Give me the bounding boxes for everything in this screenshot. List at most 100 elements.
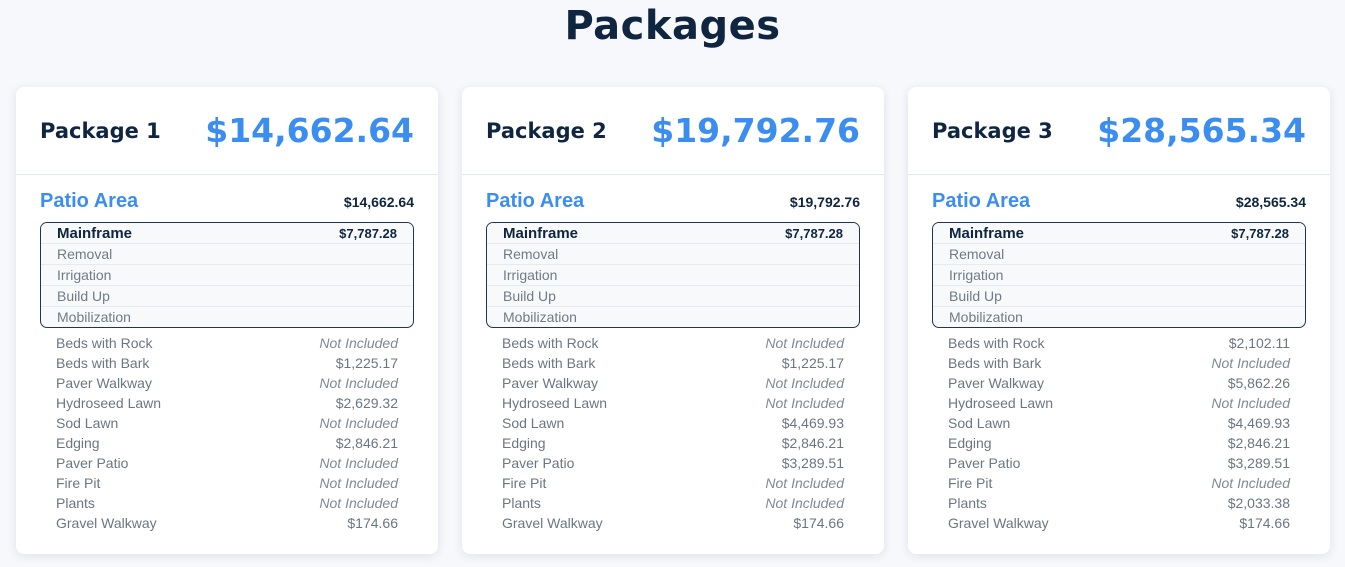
line-item-value: Not Included <box>319 475 398 491</box>
line-item-value: Not Included <box>765 375 844 391</box>
line-item-label: Edging <box>56 435 100 451</box>
package-header: Package 1 $14,662.64 <box>16 87 438 175</box>
package-body: Patio Area $14,662.64 Mainframe $7,787.2… <box>16 175 438 533</box>
line-item-value: $2,846.21 <box>781 435 844 451</box>
line-item: Hydroseed Lawn Not Included <box>948 393 1290 413</box>
line-item: Beds with Bark $1,225.17 <box>502 353 844 373</box>
line-item-label: Sod Lawn <box>948 415 1011 431</box>
mainframe-header: Mainframe $7,787.28 <box>487 223 859 243</box>
line-item: Beds with Bark Not Included <box>948 353 1290 373</box>
line-item: Plants Not Included <box>502 493 844 513</box>
line-item: Sod Lawn Not Included <box>56 413 398 433</box>
mainframe-item: Irrigation <box>41 264 413 285</box>
line-item-label: Plants <box>56 495 95 511</box>
line-item-label: Fire Pit <box>948 475 993 491</box>
line-item: Paver Patio $3,289.51 <box>502 453 844 473</box>
package-total-price: $28,565.34 <box>1097 111 1306 150</box>
line-item-value: $1,225.17 <box>781 355 844 371</box>
mainframe-price: $7,787.28 <box>1231 225 1289 241</box>
line-item-value: Not Included <box>319 415 398 431</box>
mainframe-title: Mainframe <box>57 224 133 242</box>
package-name: Package 1 <box>40 118 161 143</box>
line-item: Edging $2,846.21 <box>948 433 1290 453</box>
line-item-label: Fire Pit <box>502 475 547 491</box>
line-item-label: Paver Patio <box>948 455 1021 471</box>
line-item-label: Gravel Walkway <box>948 515 1049 531</box>
mainframe-item: Mobilization <box>933 306 1305 327</box>
area-row: Patio Area $28,565.34 <box>932 190 1306 216</box>
mainframe-title: Mainframe <box>949 224 1025 242</box>
line-item-label: Beds with Rock <box>56 335 153 351</box>
line-item: Beds with Rock $2,102.11 <box>948 333 1290 353</box>
line-item-value: $3,289.51 <box>1227 455 1290 471</box>
line-item-label: Gravel Walkway <box>502 515 603 531</box>
line-item: Paver Patio Not Included <box>56 453 398 473</box>
line-item-value: $174.66 <box>1239 515 1290 531</box>
line-item-value: $2,629.32 <box>335 395 398 411</box>
line-item-value: Not Included <box>319 335 398 351</box>
line-item: Edging $2,846.21 <box>56 433 398 453</box>
area-price: $28,565.34 <box>1235 194 1306 210</box>
line-item-label: Plants <box>948 495 987 511</box>
line-item: Paver Walkway Not Included <box>502 373 844 393</box>
line-item-label: Beds with Rock <box>948 335 1045 351</box>
line-item-value: Not Included <box>1211 355 1290 371</box>
line-item-value: $2,102.11 <box>1228 335 1290 351</box>
line-item-label: Beds with Rock <box>502 335 599 351</box>
line-item-label: Beds with Bark <box>502 355 596 371</box>
line-item-value: Not Included <box>1211 475 1290 491</box>
line-item-label: Plants <box>502 495 541 511</box>
line-item-value: $1,225.17 <box>335 355 398 371</box>
mainframe-price: $7,787.28 <box>785 225 843 241</box>
area-row: Patio Area $19,792.76 <box>486 190 860 216</box>
package-card-3[interactable]: Package 3 $28,565.34 Patio Area $28,565.… <box>908 87 1330 554</box>
line-item-value: Not Included <box>319 455 398 471</box>
line-item: Beds with Rock Not Included <box>502 333 844 353</box>
package-header: Package 3 $28,565.34 <box>908 87 1330 175</box>
line-item-value: Not Included <box>765 395 844 411</box>
line-item-label: Paver Walkway <box>56 375 152 391</box>
line-item-value: Not Included <box>1211 395 1290 411</box>
line-item: Fire Pit Not Included <box>948 473 1290 493</box>
line-item-value: $174.66 <box>347 515 398 531</box>
line-items-list: Beds with Rock Not Included Beds with Bar… <box>486 333 860 533</box>
line-item: Sod Lawn $4,469.93 <box>502 413 844 433</box>
line-item-value: Not Included <box>765 475 844 491</box>
mainframe-item: Build Up <box>933 285 1305 306</box>
line-item-value: Not Included <box>319 375 398 391</box>
line-item-label: Hydroseed Lawn <box>56 395 162 411</box>
line-item-value: Not Included <box>319 495 398 511</box>
package-body: Patio Area $19,792.76 Mainframe $7,787.2… <box>462 175 884 533</box>
package-total-price: $19,792.76 <box>651 111 860 150</box>
line-item-label: Edging <box>502 435 546 451</box>
line-item-value: $174.66 <box>793 515 844 531</box>
line-item: Plants $2,033.38 <box>948 493 1290 513</box>
area-name: Patio Area <box>932 190 1031 212</box>
line-item-value: $5,862.26 <box>1227 375 1290 391</box>
mainframe-box: Mainframe $7,787.28 Removal Irrigation B… <box>486 222 860 328</box>
page-title: Packages <box>564 3 781 49</box>
line-items-list: Beds with Rock Not Included Beds with Bar… <box>40 333 414 533</box>
mainframe-item: Build Up <box>41 285 413 306</box>
line-item: Beds with Rock Not Included <box>56 333 398 353</box>
line-item: Hydroseed Lawn $2,629.32 <box>56 393 398 413</box>
mainframe-price: $7,787.28 <box>339 225 397 241</box>
mainframe-item: Removal <box>41 243 413 264</box>
line-item: Edging $2,846.21 <box>502 433 844 453</box>
package-card-1[interactable]: Package 1 $14,662.64 Patio Area $14,662.… <box>16 87 438 554</box>
line-item: Paver Walkway Not Included <box>56 373 398 393</box>
area-row: Patio Area $14,662.64 <box>40 190 414 216</box>
line-item-value: $2,846.21 <box>335 435 398 451</box>
line-item-label: Fire Pit <box>56 475 101 491</box>
mainframe-item: Build Up <box>487 285 859 306</box>
package-card-2[interactable]: Package 2 $19,792.76 Patio Area $19,792.… <box>462 87 884 554</box>
mainframe-title: Mainframe <box>503 224 579 242</box>
area-name: Patio Area <box>486 190 585 212</box>
package-header: Package 2 $19,792.76 <box>462 87 884 175</box>
mainframe-header: Mainframe $7,787.28 <box>933 223 1305 243</box>
mainframe-item: Irrigation <box>933 264 1305 285</box>
line-item: Plants Not Included <box>56 493 398 513</box>
mainframe-item: Removal <box>933 243 1305 264</box>
line-item-label: Gravel Walkway <box>56 515 157 531</box>
line-item: Fire Pit Not Included <box>56 473 398 493</box>
